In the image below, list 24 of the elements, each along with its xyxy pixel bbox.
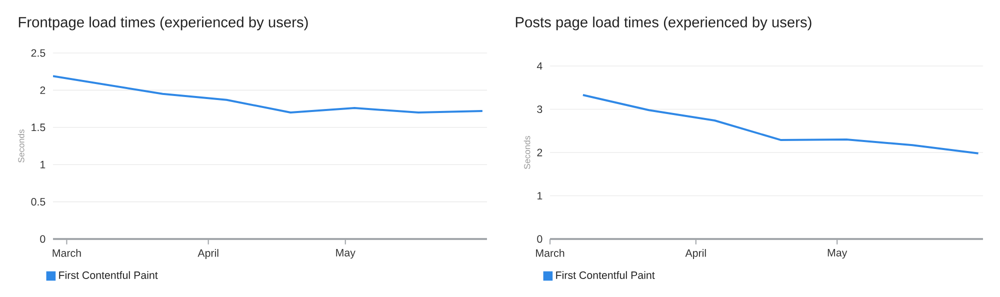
x-tick-label: March bbox=[536, 249, 564, 257]
x-tick-label: April bbox=[198, 249, 218, 259]
y-tick-label: 1.5 bbox=[32, 124, 46, 132]
x-tick-label: May bbox=[336, 249, 356, 259]
chart-title: Posts page load times (experienced by users) bbox=[516, 16, 812, 30]
y-tick-label: 2.5 bbox=[31, 49, 46, 57]
y-tick-label: 4 bbox=[536, 62, 542, 70]
chart-title: Frontpage load times (experienced by users) bbox=[18, 16, 308, 30]
legend-label: First Contentful Paint bbox=[556, 271, 655, 279]
legend-label: First Contentful Paint bbox=[59, 271, 158, 279]
x-tick-label: March bbox=[52, 249, 81, 257]
y-tick-label: 3 bbox=[537, 105, 542, 114]
y-tick-label: 2 bbox=[537, 148, 542, 156]
line-series bbox=[582, 94, 980, 154]
x-tick-label: April bbox=[685, 249, 706, 259]
y-axis-title: Seconds bbox=[18, 129, 24, 162]
y-tick-label: 1 bbox=[40, 160, 46, 168]
x-tick-label: May bbox=[828, 249, 848, 259]
y-tick-label: 2 bbox=[40, 86, 46, 94]
y-tick-label: 0 bbox=[40, 235, 46, 243]
y-tick-label: 0.5 bbox=[31, 198, 46, 206]
y-tick-label: 1 bbox=[538, 192, 542, 200]
y-axis-title: Seconds bbox=[524, 136, 530, 169]
y-tick-label: 0 bbox=[537, 235, 542, 243]
